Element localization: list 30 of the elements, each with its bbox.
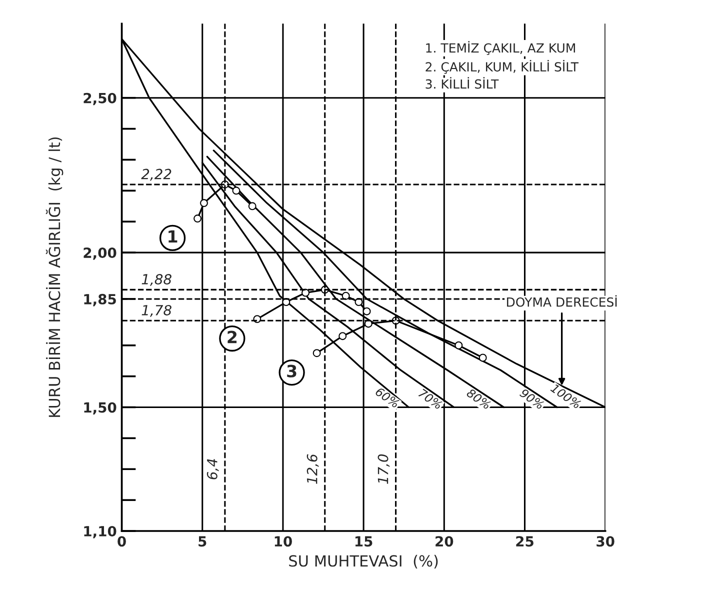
ref-line-label: 1,78 [142, 304, 172, 317]
series-label: 2 [228, 330, 237, 344]
ref-line-label: 12,6 [306, 454, 319, 484]
annotation: DOYMA DERECESİ [507, 295, 617, 307]
text: 60% [374, 386, 400, 408]
x-tick-label: 30 [596, 536, 614, 547]
y-tick-label: 1,10 [84, 526, 116, 538]
annotation: 1. TEMİZ ÇAKIL, AZ KUM [426, 41, 575, 55]
ref-line-label: 17,0 [378, 454, 390, 484]
text: 90% [519, 388, 545, 410]
x-tick-label: 20 [436, 536, 454, 547]
x-tick-label: 25 [516, 536, 534, 547]
y-axis-title: KURU BİRİM HACİM AĞIRLIĞI (kg / lt) [46, 137, 64, 417]
x-tick-label: 10 [274, 536, 292, 547]
x-tick-label: 0 [118, 536, 126, 547]
x-axis-title: SU MUHTEVASI (%) [289, 554, 438, 568]
annotation: 2. ÇAKIL, KUM, KİLLİ SİLT [426, 60, 579, 74]
y-tick-label: 1,85 [84, 294, 116, 306]
series-label: 3 [287, 364, 296, 378]
y-tick-label: 2,00 [84, 248, 116, 260]
text: 80% [466, 388, 492, 410]
series-label: 1 [168, 230, 178, 243]
ref-line-label: 2,22 [141, 168, 172, 181]
y-tick-label: 2,50 [84, 92, 116, 106]
x-tick-label: 15 [355, 536, 372, 547]
annotation: 3. KİLLİ SİLT [426, 77, 499, 89]
ref-line-label: 6,4 [206, 459, 219, 480]
x-tick-label: 5 [198, 536, 206, 547]
ref-line-label: 1,88 [142, 274, 172, 286]
y-tick-label: 1,50 [84, 402, 116, 414]
